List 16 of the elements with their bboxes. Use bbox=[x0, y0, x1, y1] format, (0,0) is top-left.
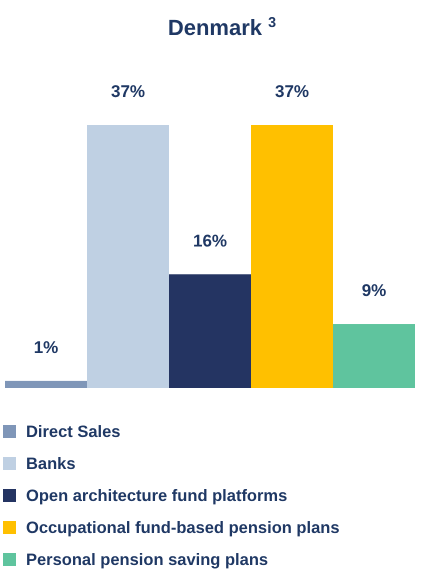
data-label: 1% bbox=[34, 338, 58, 357]
data-label: 9% bbox=[362, 281, 386, 300]
bar bbox=[169, 274, 251, 388]
bar bbox=[333, 324, 415, 388]
data-label: 16% bbox=[192, 231, 228, 250]
legend-label: Banks bbox=[26, 455, 76, 473]
bar bbox=[251, 125, 333, 388]
legend-label: Open architecture fund platforms bbox=[26, 487, 288, 505]
data-label: 37% bbox=[110, 82, 146, 101]
chart-title: Denmark $^{3}$ bbox=[168, 15, 276, 40]
legend-label: Occupational fund-based pension plans bbox=[26, 519, 340, 537]
data-label: 37% bbox=[274, 82, 310, 101]
legend-label: Direct Sales bbox=[26, 423, 120, 441]
bar bbox=[87, 125, 169, 388]
legend-label: Personal pension saving plans bbox=[26, 551, 268, 569]
bar bbox=[5, 380, 87, 388]
